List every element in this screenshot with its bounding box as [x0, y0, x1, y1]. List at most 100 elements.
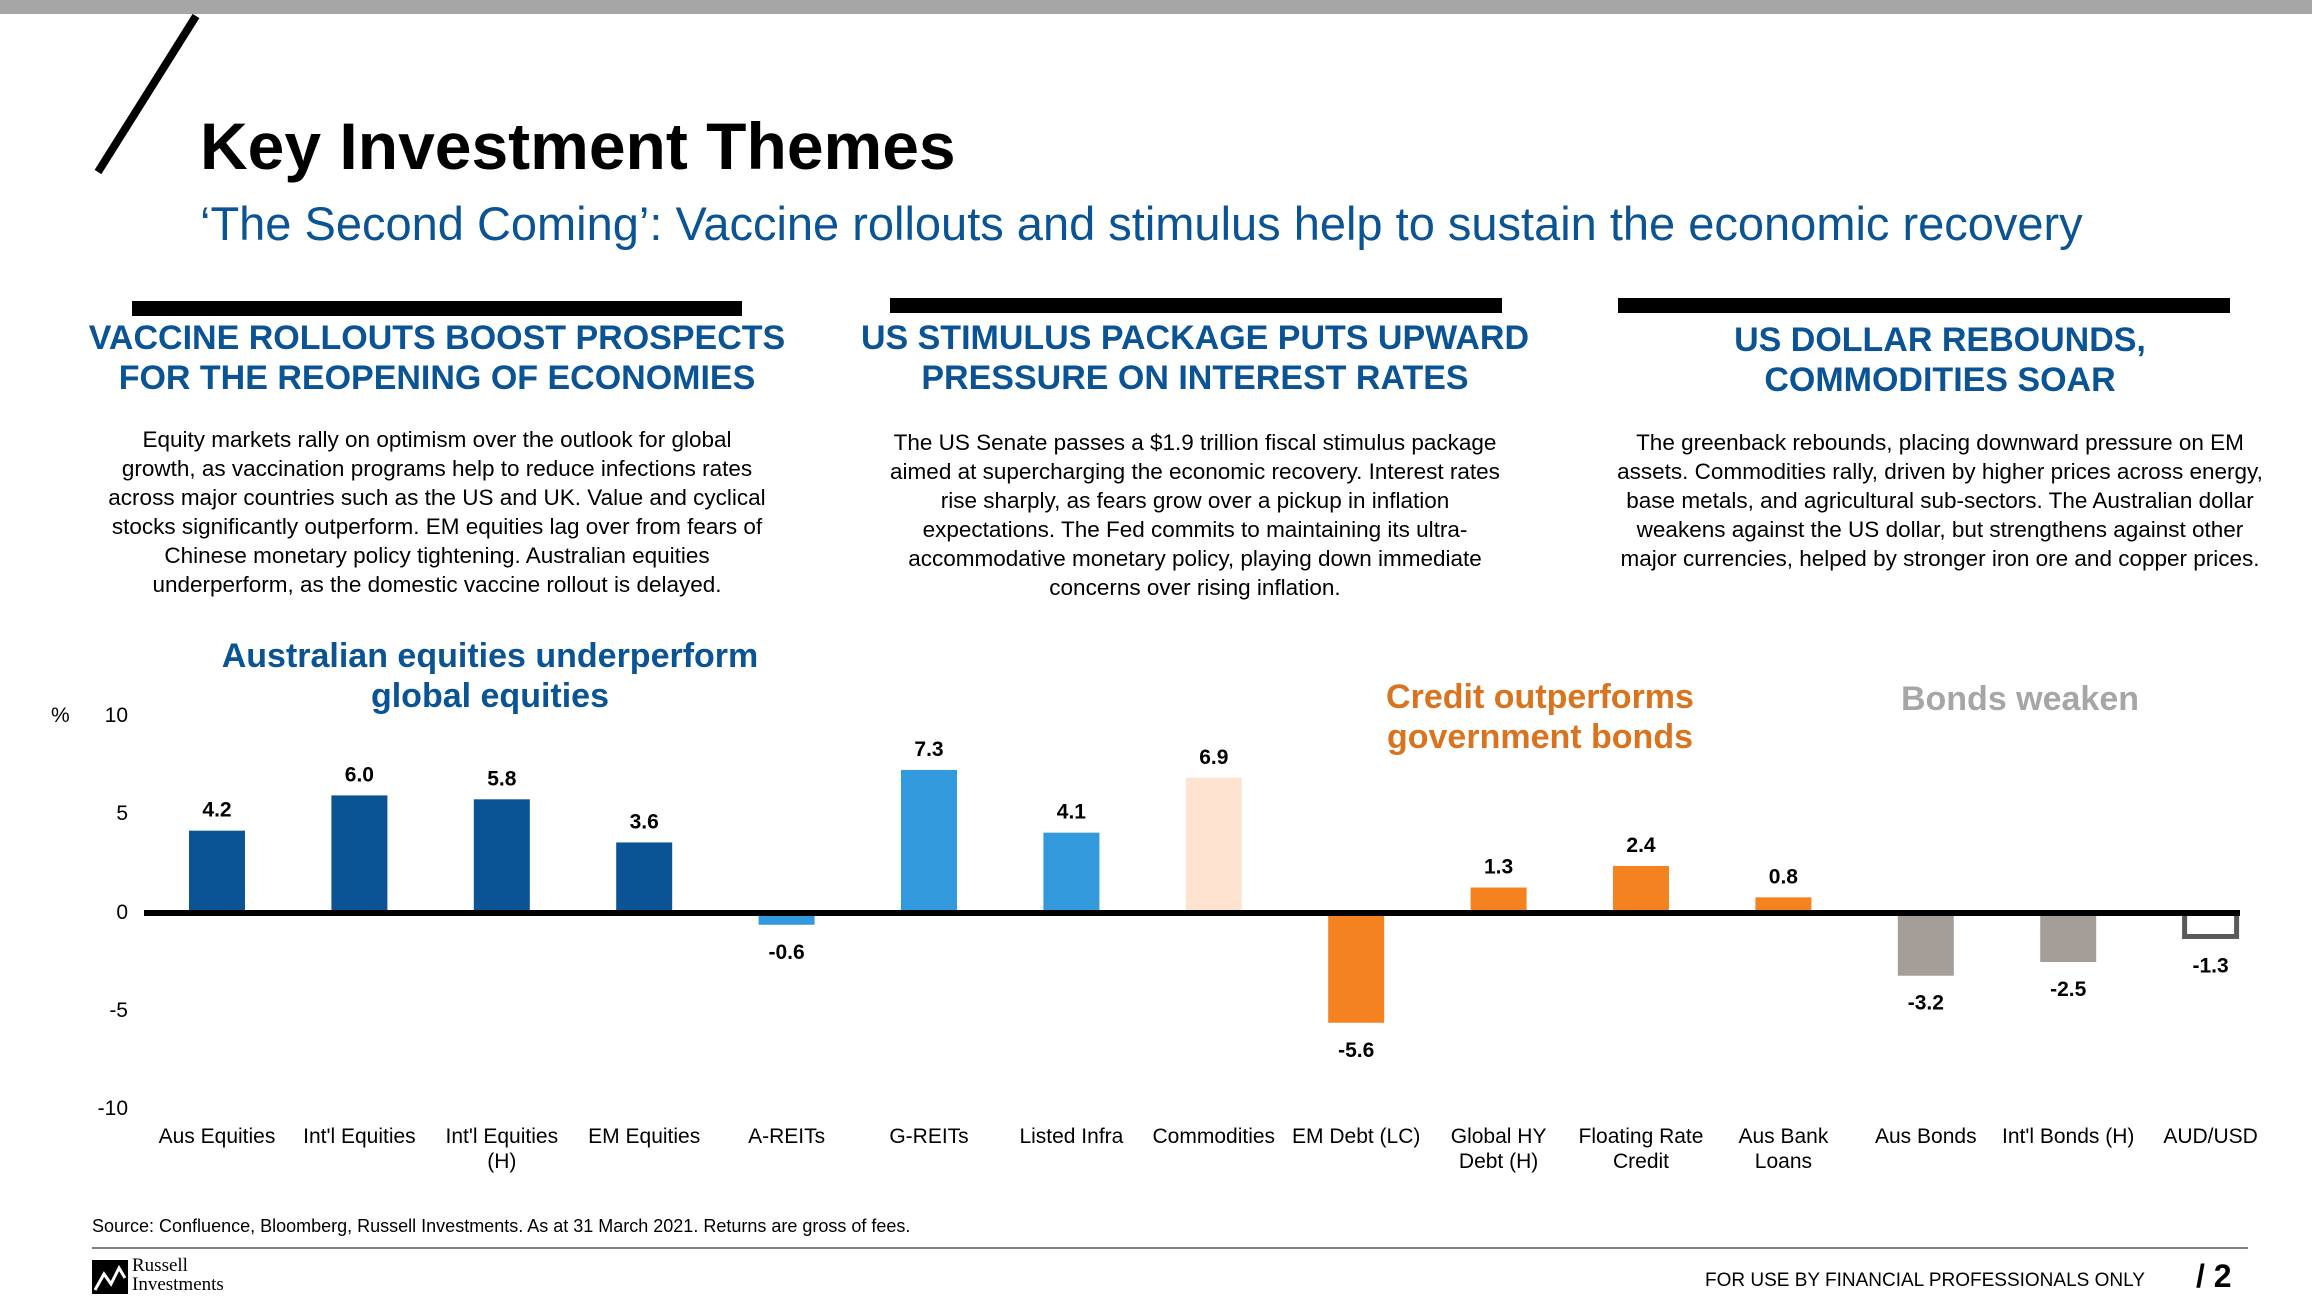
column-heading-line: COMMODITIES SOAR: [1764, 361, 2116, 399]
body-line: The US Senate passes a $1.9 trillion fis…: [893, 430, 1497, 455]
data-label: 4.1: [1057, 801, 1087, 824]
y-tick-label: 0: [116, 901, 128, 924]
body-line: weakens against the US dollar, but stren…: [1636, 517, 2244, 542]
data-label: 0.8: [1769, 865, 1799, 888]
slash-decoration-icon: [94, 13, 200, 175]
x-tick-label: A-REITs: [748, 1125, 825, 1148]
body-line: The greenback rebounds, placing downward…: [1636, 430, 2244, 455]
body-line: Chinese monetary policy tightening. Aust…: [164, 543, 710, 568]
column-rule: [1618, 298, 2230, 313]
x-tick-label: Int'l Equities: [303, 1125, 416, 1148]
x-tick-label: Aus Equities: [159, 1125, 276, 1148]
logo-line: Russell: [132, 1255, 188, 1276]
russell-investments-logo: Russell Investments: [92, 1256, 262, 1296]
column-heading-line: US DOLLAR REBOUNDS,: [1734, 321, 2146, 359]
x-tick-label: Global HY: [1451, 1125, 1547, 1148]
column-heading-line: PRESSURE ON INTEREST RATES: [921, 359, 1469, 397]
data-label: 6.0: [345, 763, 374, 786]
body-line: underperform, as the domestic vaccine ro…: [152, 572, 722, 597]
data-label: 7.3: [914, 738, 943, 761]
body-line: expectations. The Fed commits to maintai…: [922, 517, 1468, 542]
body-line: base metals, and agricultural sub-sector…: [1626, 488, 2254, 513]
bar: [1185, 777, 1242, 913]
data-label: -2.5: [2050, 978, 2087, 1001]
bar: [1897, 913, 1954, 976]
bar: [1613, 865, 1669, 913]
category-heading-bonds: Bonds weaken: [1820, 679, 2220, 719]
body-line: aimed at supercharging the economic reco…: [890, 459, 1500, 484]
bar: [1755, 897, 1812, 913]
column-body: The US Senate passes a $1.9 trillion fis…: [840, 428, 1550, 602]
x-tick-label: Aus Bonds: [1875, 1125, 1977, 1148]
bar: [901, 769, 957, 913]
bar: [1328, 913, 1385, 1023]
y-tick-label: 10: [104, 704, 128, 727]
bar: [616, 842, 673, 913]
data-label: 3.6: [630, 810, 659, 833]
data-label: 1.3: [1484, 856, 1513, 879]
column-heading: US DOLLAR REBOUNDS, COMMODITIES SOAR: [1560, 320, 2312, 400]
column-heading-line: US STIMULUS PACKAGE PUTS UPWARD: [860, 319, 1530, 357]
data-label: -0.6: [769, 941, 805, 964]
x-tick-label: Floating Rate: [1579, 1125, 1704, 1148]
x-tick-label: Credit: [1613, 1150, 1669, 1173]
bar: [2182, 910, 2240, 939]
column-heading: VACCINE ROLLOUTS BOOST PROSPECTS FOR THE…: [62, 318, 812, 398]
category-heading-line: Credit outperforms: [1386, 678, 1694, 716]
logo-line: Investments: [132, 1274, 224, 1295]
bar: [1043, 832, 1100, 913]
y-tick-label: -10: [97, 1097, 128, 1120]
x-tick-label: Loans: [1755, 1150, 1812, 1173]
column-heading-line: FOR THE REOPENING OF ECONOMIES: [118, 359, 756, 397]
y-tick-label: 5: [116, 802, 128, 825]
category-heading-equities: Australian equities underperform global …: [190, 636, 790, 716]
x-tick-label: (H): [487, 1150, 516, 1173]
x-tick-label: EM Equities: [588, 1125, 700, 1148]
x-tick-label: AUD/USD: [2163, 1125, 2258, 1148]
bar: [473, 799, 530, 913]
column-heading: US STIMULUS PACKAGE PUTS UPWARD PRESSURE…: [830, 318, 1560, 398]
top-bar: [0, 0, 2312, 14]
category-heading-line: global equities: [370, 677, 610, 715]
page-subtitle: ‘The Second Coming’: Vaccine rollouts an…: [200, 197, 2083, 250]
x-tick-label: Commodities: [1153, 1125, 1276, 1148]
y-tick-label: -5: [109, 999, 128, 1022]
footer-divider: [92, 1247, 2248, 1249]
x-tick-label: Aus Bank: [1738, 1125, 1828, 1148]
logo-text: Russell Investments: [132, 1256, 224, 1294]
x-tick-label: G-REITs: [889, 1125, 968, 1148]
body-line: stocks significantly outperform. EM equi…: [111, 514, 763, 539]
body-line: rise sharply, as fears grow over a picku…: [940, 488, 1450, 513]
bar: [758, 913, 815, 925]
page-number: / 2: [2196, 1258, 2232, 1294]
category-heading-line: government bonds: [1386, 718, 1694, 756]
x-tick-label: Listed Infra: [1019, 1125, 1123, 1148]
logo-mark-icon: [92, 1260, 128, 1294]
data-label: 6.9: [1199, 746, 1228, 769]
bar: [331, 795, 388, 913]
column-rule: [890, 298, 1502, 313]
x-tick-label: EM Debt (LC): [1292, 1125, 1420, 1148]
footer-disclaimer: FOR USE BY FINANCIAL PROFESSIONALS ONLY: [1705, 1270, 2145, 1291]
page-title: Key Investment Themes: [200, 109, 956, 183]
body-line: assets. Commodities rally, driven by hig…: [1617, 459, 2263, 484]
source-note: Source: Confluence, Bloomberg, Russell I…: [92, 1216, 911, 1236]
body-line: growth, as vaccination programs help to …: [121, 456, 753, 481]
body-line: Equity markets rally on optimism over th…: [142, 427, 732, 452]
column-body: Equity markets rally on optimism over th…: [62, 425, 812, 599]
column-rule: [132, 301, 742, 316]
bar: [2040, 913, 2097, 962]
y-axis-label: %: [51, 704, 70, 727]
data-label: 4.2: [202, 799, 231, 822]
data-label: -3.2: [1908, 992, 1944, 1015]
x-tick-label: Int'l Bonds (H): [2002, 1125, 2134, 1148]
body-line: accommodative monetary policy, playing d…: [908, 546, 1482, 571]
data-label: 5.8: [487, 767, 517, 790]
category-heading-line: Australian equities underperform: [221, 637, 759, 675]
data-label: -5.6: [1338, 1039, 1374, 1062]
body-line: across major countries such as the US an…: [108, 485, 766, 510]
column-body: The greenback rebounds, placing downward…: [1568, 428, 2312, 573]
x-tick-label: Int'l Equities: [446, 1125, 559, 1148]
body-line: concerns over rising inflation.: [1049, 575, 1341, 600]
